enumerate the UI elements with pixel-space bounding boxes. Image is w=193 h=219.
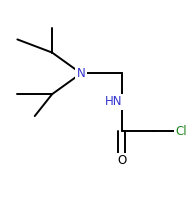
Text: O: O <box>117 154 126 168</box>
Text: Cl: Cl <box>176 125 187 138</box>
Text: N: N <box>77 67 85 80</box>
Text: HN: HN <box>105 95 123 108</box>
